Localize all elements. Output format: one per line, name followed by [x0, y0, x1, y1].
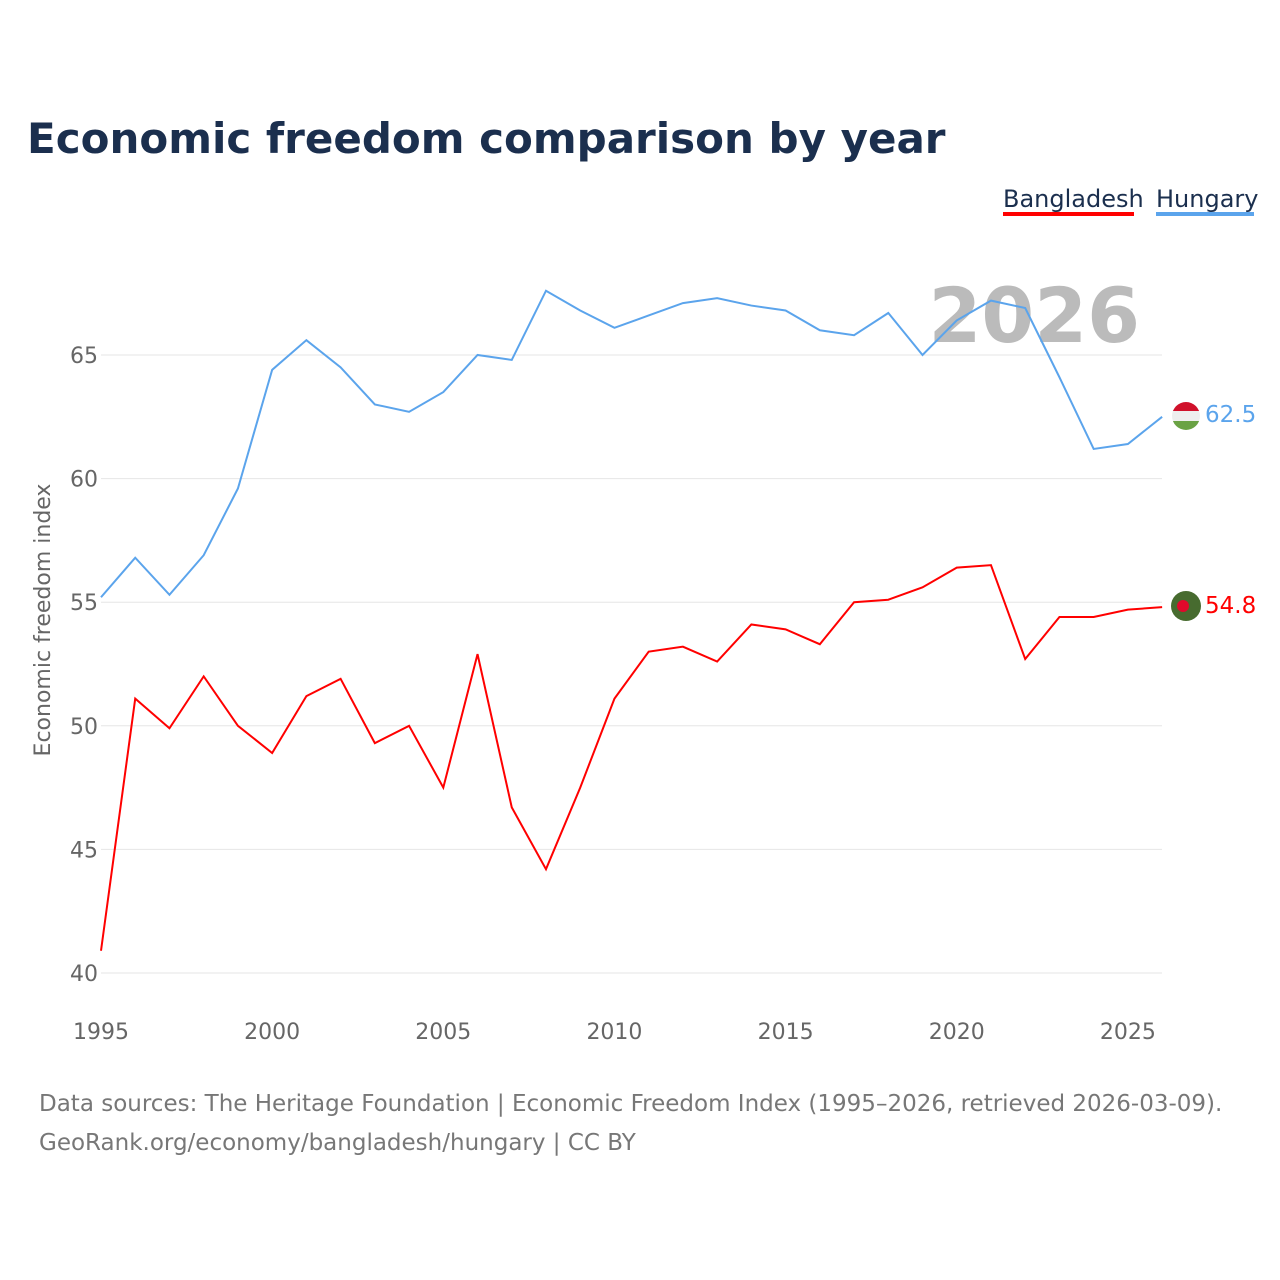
x-tick-label: 2015 — [758, 1020, 814, 1045]
x-tick-label: 1995 — [73, 1020, 129, 1045]
x-tick-label: 2010 — [586, 1020, 642, 1045]
bangladesh-end-label: 54.8 — [1205, 593, 1256, 619]
y-tick-label: 55 — [70, 591, 98, 616]
legend-bangladesh-swatch — [1003, 212, 1134, 216]
x-axis: 1995 2000 2005 2010 2015 2020 2025 — [73, 1020, 1156, 1045]
legend-bangladesh[interactable]: Bangladesh — [1003, 185, 1144, 213]
y-tick-label: 60 — [70, 468, 98, 493]
gridlines — [101, 354, 1162, 974]
x-tick-label: 2025 — [1100, 1020, 1156, 1045]
series-lines — [100, 289, 1163, 951]
hungary-flag-icon — [1172, 402, 1200, 430]
x-tick-label: 2020 — [929, 1020, 985, 1045]
line-bangladesh — [100, 564, 1163, 951]
x-tick-label: 2000 — [244, 1020, 300, 1045]
y-tick-label: 50 — [70, 715, 98, 740]
y-tick-label: 45 — [70, 838, 98, 863]
y-axis-label: Economic freedom index — [31, 484, 56, 757]
y-tick-label: 40 — [70, 962, 98, 987]
legend-hungary-swatch — [1156, 212, 1254, 216]
source-link[interactable]: GeoRank.org/economy/bangladesh/hungary |… — [39, 1130, 637, 1156]
bangladesh-flag-icon — [1171, 591, 1201, 621]
legend-hungary[interactable]: Hungary — [1156, 185, 1258, 213]
y-axis: 40 45 50 55 60 65 — [70, 344, 98, 987]
hungary-end-label: 62.5 — [1205, 402, 1256, 428]
line-hungary — [100, 289, 1163, 598]
year-watermark: 2026 — [928, 271, 1140, 360]
x-tick-label: 2005 — [415, 1020, 471, 1045]
chart-title: Economic freedom comparison by year — [27, 114, 946, 163]
y-tick-label: 65 — [70, 344, 98, 369]
legend: Bangladesh Hungary — [1003, 185, 1258, 216]
source-line: Data sources: The Heritage Foundation | … — [39, 1091, 1222, 1117]
